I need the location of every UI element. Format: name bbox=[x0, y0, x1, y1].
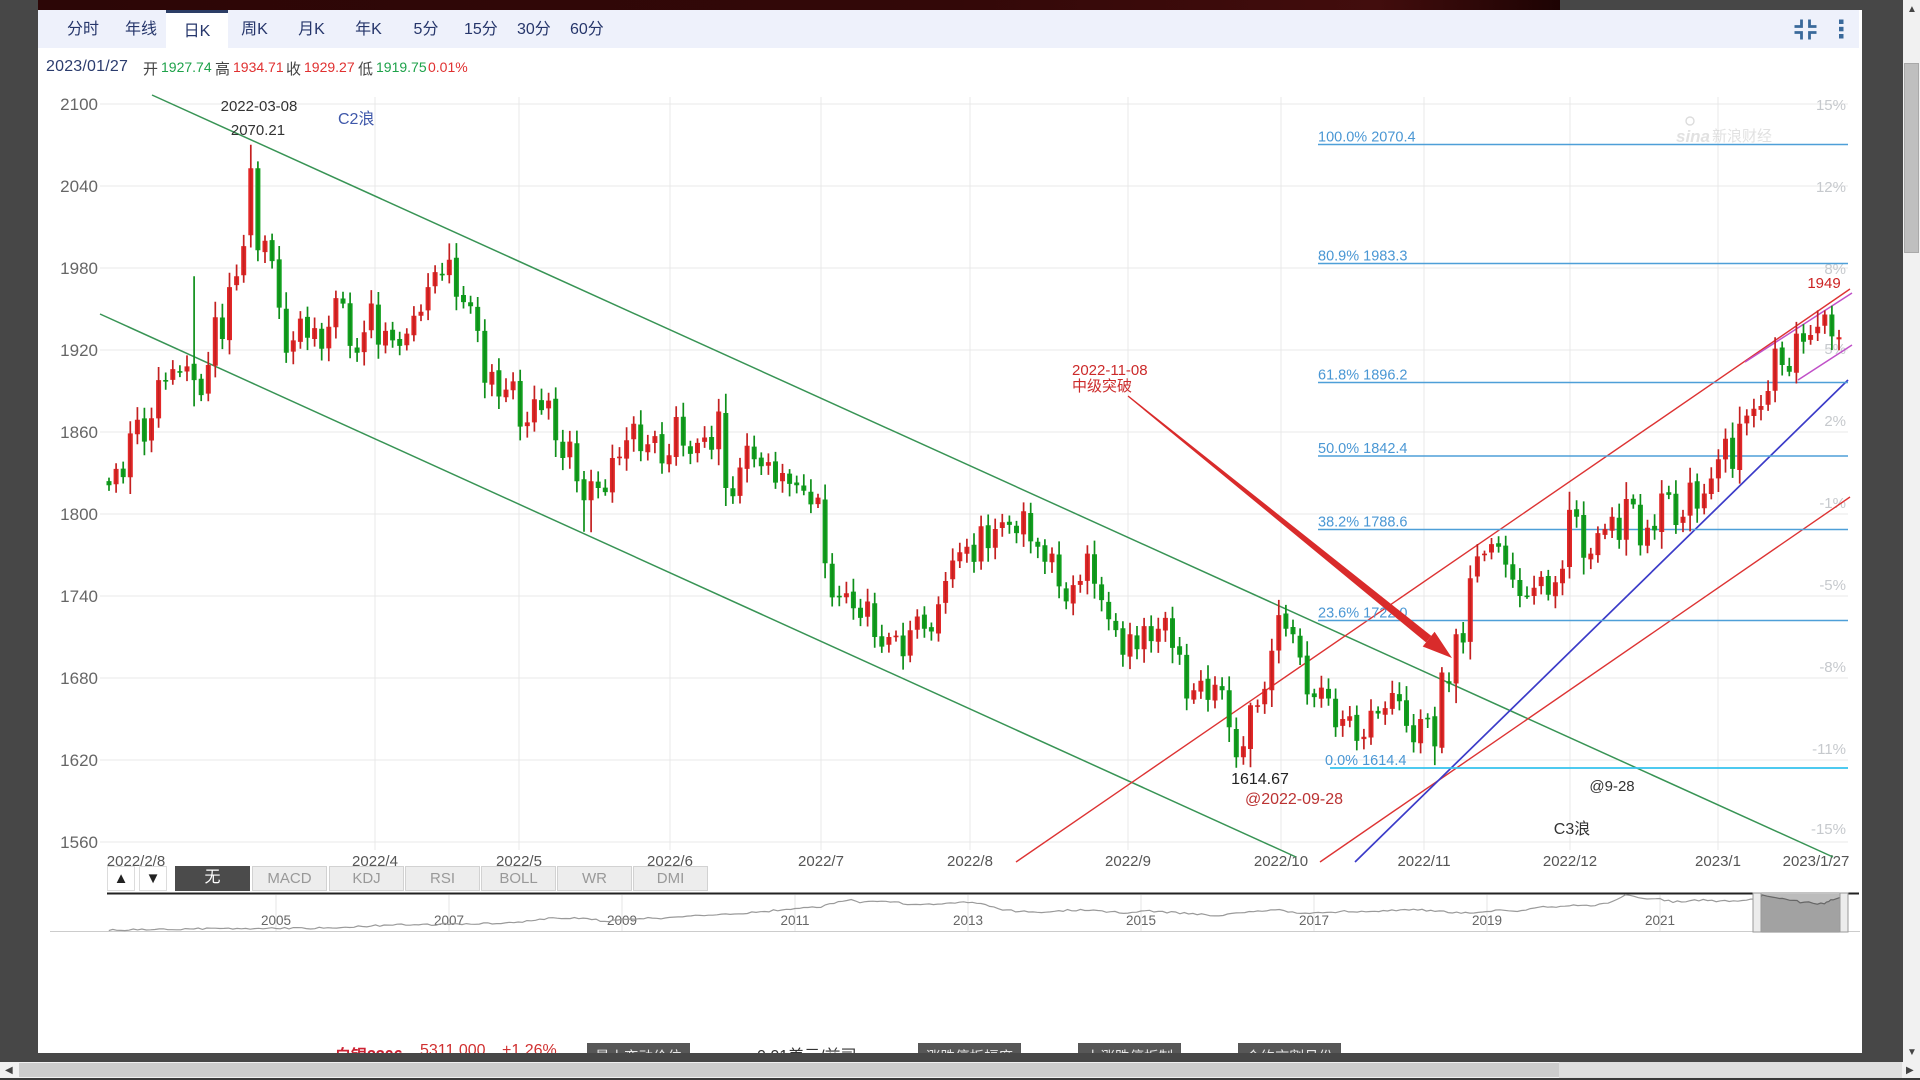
svg-text:2022/7: 2022/7 bbox=[798, 853, 844, 870]
svg-text:5%: 5% bbox=[1824, 341, 1846, 358]
svg-text:80.9% 1983.3: 80.9% 1983.3 bbox=[1318, 249, 1408, 265]
svg-text:2023/1: 2023/1 bbox=[1695, 853, 1741, 870]
svg-text:2022/8: 2022/8 bbox=[947, 853, 993, 870]
svg-text:2022/5: 2022/5 bbox=[496, 853, 542, 870]
svg-text:2022/11: 2022/11 bbox=[1397, 853, 1450, 870]
svg-text:2019: 2019 bbox=[1472, 913, 1502, 928]
svg-text:2022/6: 2022/6 bbox=[647, 853, 693, 870]
svg-text:2022-03-08: 2022-03-08 bbox=[221, 98, 298, 115]
svg-text:-11%: -11% bbox=[1812, 741, 1846, 758]
svg-text:2022-11-08: 2022-11-08 bbox=[1072, 362, 1148, 379]
svg-text:sina: sina bbox=[1676, 127, 1710, 146]
svg-text:1680: 1680 bbox=[60, 669, 98, 688]
svg-text:-8%: -8% bbox=[1819, 659, 1846, 676]
svg-text:1614.67: 1614.67 bbox=[1231, 771, 1289, 788]
svg-text:-1%: -1% bbox=[1819, 495, 1846, 512]
svg-text:2070.21: 2070.21 bbox=[231, 122, 285, 139]
svg-text:1980: 1980 bbox=[60, 259, 98, 278]
svg-text:2040: 2040 bbox=[60, 177, 98, 196]
svg-text:1800: 1800 bbox=[60, 505, 98, 524]
svg-text:2011: 2011 bbox=[780, 913, 809, 928]
svg-text:@2022-09-28: @2022-09-28 bbox=[1245, 791, 1343, 808]
svg-text:1740: 1740 bbox=[60, 587, 98, 606]
svg-text:-15%: -15% bbox=[1811, 821, 1846, 838]
svg-text:2023/1/27: 2023/1/27 bbox=[1783, 853, 1850, 870]
svg-text:2100: 2100 bbox=[60, 95, 98, 114]
svg-text:2007: 2007 bbox=[434, 913, 464, 928]
svg-text:8%: 8% bbox=[1824, 261, 1846, 278]
svg-text:2021: 2021 bbox=[1645, 913, 1675, 928]
svg-text:中级突破: 中级突破 bbox=[1072, 378, 1132, 395]
svg-text:-5%: -5% bbox=[1819, 577, 1846, 594]
svg-text:2009: 2009 bbox=[607, 913, 637, 928]
svg-text:2022/10: 2022/10 bbox=[1254, 853, 1308, 870]
svg-text:23.6% 1722.0: 23.6% 1722.0 bbox=[1318, 606, 1408, 622]
svg-text:新浪财经: 新浪财经 bbox=[1712, 128, 1772, 145]
svg-text:2022/12: 2022/12 bbox=[1543, 853, 1597, 870]
svg-text:2017: 2017 bbox=[1299, 913, 1329, 928]
svg-text:1560: 1560 bbox=[60, 833, 98, 852]
svg-text:61.8% 1896.2: 61.8% 1896.2 bbox=[1318, 368, 1408, 384]
svg-text:12%: 12% bbox=[1816, 179, 1846, 196]
svg-text:2022/2/8: 2022/2/8 bbox=[107, 853, 165, 870]
svg-text:1949: 1949 bbox=[1807, 275, 1840, 292]
svg-text:1620: 1620 bbox=[60, 751, 98, 770]
svg-text:38.2% 1788.6: 38.2% 1788.6 bbox=[1318, 515, 1408, 531]
svg-text:2013: 2013 bbox=[953, 913, 983, 928]
svg-text:1920: 1920 bbox=[60, 341, 98, 360]
svg-text:2015: 2015 bbox=[1126, 913, 1156, 928]
svg-text:100.0% 2070.4: 100.0% 2070.4 bbox=[1318, 130, 1416, 146]
svg-text:C3浪: C3浪 bbox=[1554, 820, 1590, 838]
svg-text:2005: 2005 bbox=[261, 913, 291, 928]
svg-text:C2浪: C2浪 bbox=[338, 110, 374, 128]
svg-text:1860: 1860 bbox=[60, 423, 98, 442]
svg-text:2022/9: 2022/9 bbox=[1105, 853, 1151, 870]
svg-text:15%: 15% bbox=[1816, 97, 1846, 114]
svg-text:2%: 2% bbox=[1824, 413, 1846, 430]
svg-text:50.0% 1842.4: 50.0% 1842.4 bbox=[1318, 441, 1408, 457]
svg-text:2022/4: 2022/4 bbox=[352, 853, 398, 870]
svg-text:@9-28: @9-28 bbox=[1589, 778, 1634, 795]
svg-text:0.0% 1614.4: 0.0% 1614.4 bbox=[1325, 753, 1406, 769]
